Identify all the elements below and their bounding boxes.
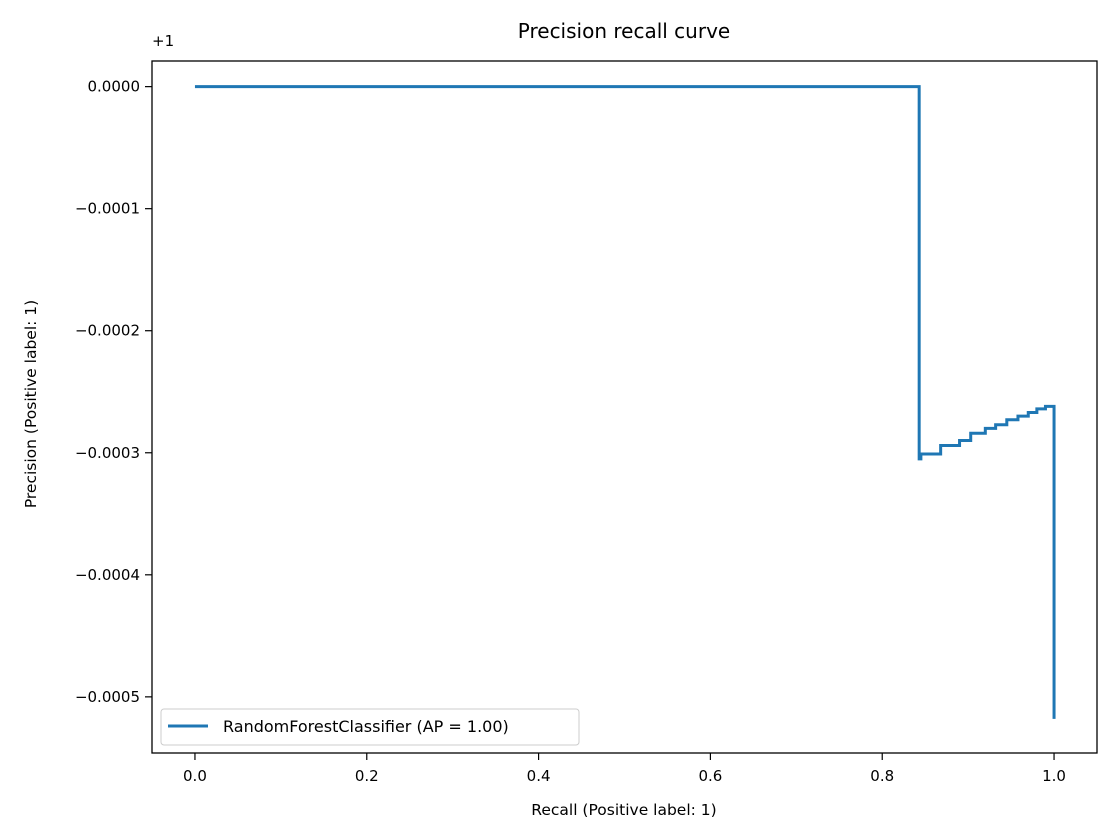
y-tick-label: −0.0005 bbox=[75, 688, 140, 706]
chart-title: Precision recall curve bbox=[518, 19, 730, 43]
series-line-0 bbox=[194, 85, 1056, 719]
x-tick-label: 0.0 bbox=[183, 767, 207, 785]
plot-area-frame bbox=[151, 60, 1098, 754]
y-offset-text: +1 bbox=[152, 32, 174, 50]
legend: RandomForestClassifier (AP = 1.00) bbox=[160, 708, 580, 746]
x-axis-ticks: 0.0 0.2 0.4 0.6 0.8 1.0 bbox=[183, 753, 1066, 785]
y-tick-label: −0.0002 bbox=[75, 322, 140, 340]
y-tick-label: −0.0001 bbox=[75, 200, 140, 218]
y-tick-label: 0.0000 bbox=[88, 78, 141, 96]
x-tick-label: 0.4 bbox=[527, 767, 551, 785]
x-tick-label: 0.6 bbox=[698, 767, 722, 785]
x-tick-label: 0.2 bbox=[355, 767, 379, 785]
x-tick-label: 0.8 bbox=[870, 767, 894, 785]
legend-box bbox=[160, 708, 580, 746]
y-tick-label: −0.0003 bbox=[75, 444, 140, 462]
y-axis-ticks: 0.0000 −0.0001 −0.0002 −0.0003 −0.0004 −0.000… bbox=[75, 78, 152, 706]
legend-label-randomforest: RandomForestClassifier (AP = 1.00) bbox=[223, 717, 509, 736]
y-tick-label: −0.0004 bbox=[75, 566, 140, 584]
x-tick-label: 1.0 bbox=[1042, 767, 1066, 785]
y-axis-label: Precision (Positive label: 1) bbox=[22, 300, 40, 508]
series-layer bbox=[194, 85, 1056, 719]
x-axis-label: Recall (Positive label: 1) bbox=[531, 801, 716, 819]
